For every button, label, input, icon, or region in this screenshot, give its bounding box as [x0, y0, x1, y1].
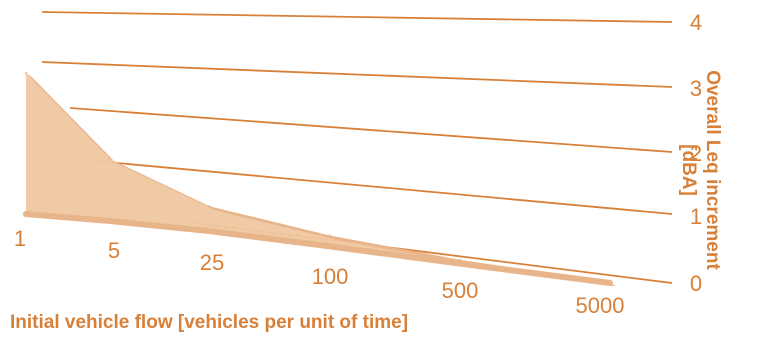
data-point — [108, 157, 112, 161]
y-axis-label-line2: [dBA] — [678, 144, 699, 196]
y-axis-label-line1: Overall Leq increment — [702, 70, 723, 270]
y-tick-label: 4 — [690, 10, 702, 35]
y-tick-label: 0 — [690, 271, 702, 296]
gridline-4 — [41, 11, 673, 23]
data-point — [458, 258, 462, 262]
gridline-3 — [41, 61, 673, 88]
y-tick-label: 3 — [690, 76, 702, 101]
gridline-1 — [94, 160, 673, 215]
tick-labels: 0 1 2 3 4 1 5 25 100 500 5000 — [14, 10, 702, 318]
gridline-2 — [69, 107, 673, 153]
data-point — [208, 205, 212, 208]
x-axis-label: Initial vehicle flow [vehicles per unit … — [10, 312, 409, 333]
x-tick-label: 25 — [200, 250, 224, 275]
data-point — [328, 234, 332, 238]
area-band — [26, 73, 610, 283]
data-point — [24, 71, 28, 75]
data-point — [608, 280, 612, 284]
x-tick-label: 5 — [108, 238, 120, 263]
x-tick-label: 1 — [14, 226, 26, 251]
area-bottom-edge — [23, 211, 613, 286]
x-tick-label: 500 — [442, 278, 479, 303]
x-tick-label: 5000 — [576, 293, 625, 318]
data-area — [23, 71, 616, 287]
x-tick-label: 100 — [312, 264, 349, 289]
y-tick-label: 2 — [690, 141, 702, 166]
y-tick-label: 1 — [690, 204, 702, 229]
